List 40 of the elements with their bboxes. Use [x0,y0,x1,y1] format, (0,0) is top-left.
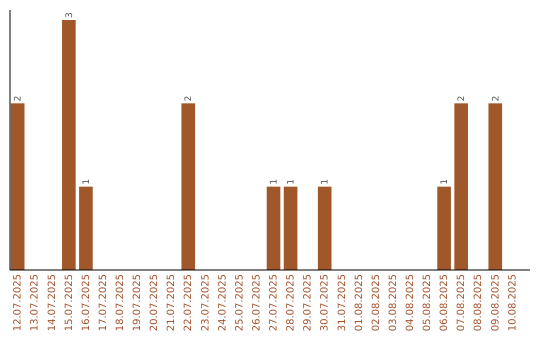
data-label: 2 [184,96,194,102]
x-tick-label: 29.07.2025 [302,274,314,332]
data-label: 1 [286,178,297,185]
x-tick-label: 23.07.2025 [200,274,212,332]
x-tick-label: 19.07.2025 [132,274,144,332]
x-tick-label: 15.07.2025 [64,274,75,332]
x-tick-label: 14.07.2025 [46,274,58,332]
x-tick-label: 12.07.2025 [12,274,24,332]
x-tick-label: 09.08.2025 [490,274,502,332]
x-tick-label: 30.07.2025 [320,274,331,332]
x-tick-label: 26.07.2025 [251,274,262,332]
data-label: 2 [14,96,24,102]
x-tick-label: 22.07.2025 [183,274,194,332]
data-label: 1 [82,178,92,185]
x-tick-label: 03.08.2025 [388,274,399,332]
data-label: 2 [491,96,502,102]
x-tick-label: 18.07.2025 [115,274,126,332]
x-tick-label: 05.08.2025 [422,274,434,332]
x-tick-label: 17.07.2025 [98,274,109,332]
x-tick-label: 07.08.2025 [456,274,468,332]
data-label: 2 [457,96,468,102]
x-tick-label: 20.07.2025 [149,274,160,332]
x-tick-label: 27.07.2025 [268,274,280,332]
x-tick-label: 01.08.2025 [354,274,365,332]
x-tick-label: 10.08.2025 [507,274,518,332]
data-label: 1 [270,178,280,185]
x-tick-label: 06.08.2025 [439,274,450,332]
data-label: 1 [320,178,331,185]
data-label: 1 [440,178,450,185]
x-tick-label: 16.07.2025 [80,274,92,332]
x-tick-label: 13.07.2025 [30,274,41,332]
x-tick-label: 24.07.2025 [217,274,228,332]
x-tick-label: 08.08.2025 [473,274,484,332]
x-tick-label: 21.07.2025 [166,274,178,332]
x-tick-label: 04.08.2025 [404,274,416,332]
x-tick-label: 25.07.2025 [234,274,246,332]
x-tick-label: 28.07.2025 [286,274,297,332]
data-label: 3 [64,12,75,18]
x-tick-label: 31.07.2025 [336,274,348,332]
x-tick-label: 02.08.2025 [370,274,382,332]
